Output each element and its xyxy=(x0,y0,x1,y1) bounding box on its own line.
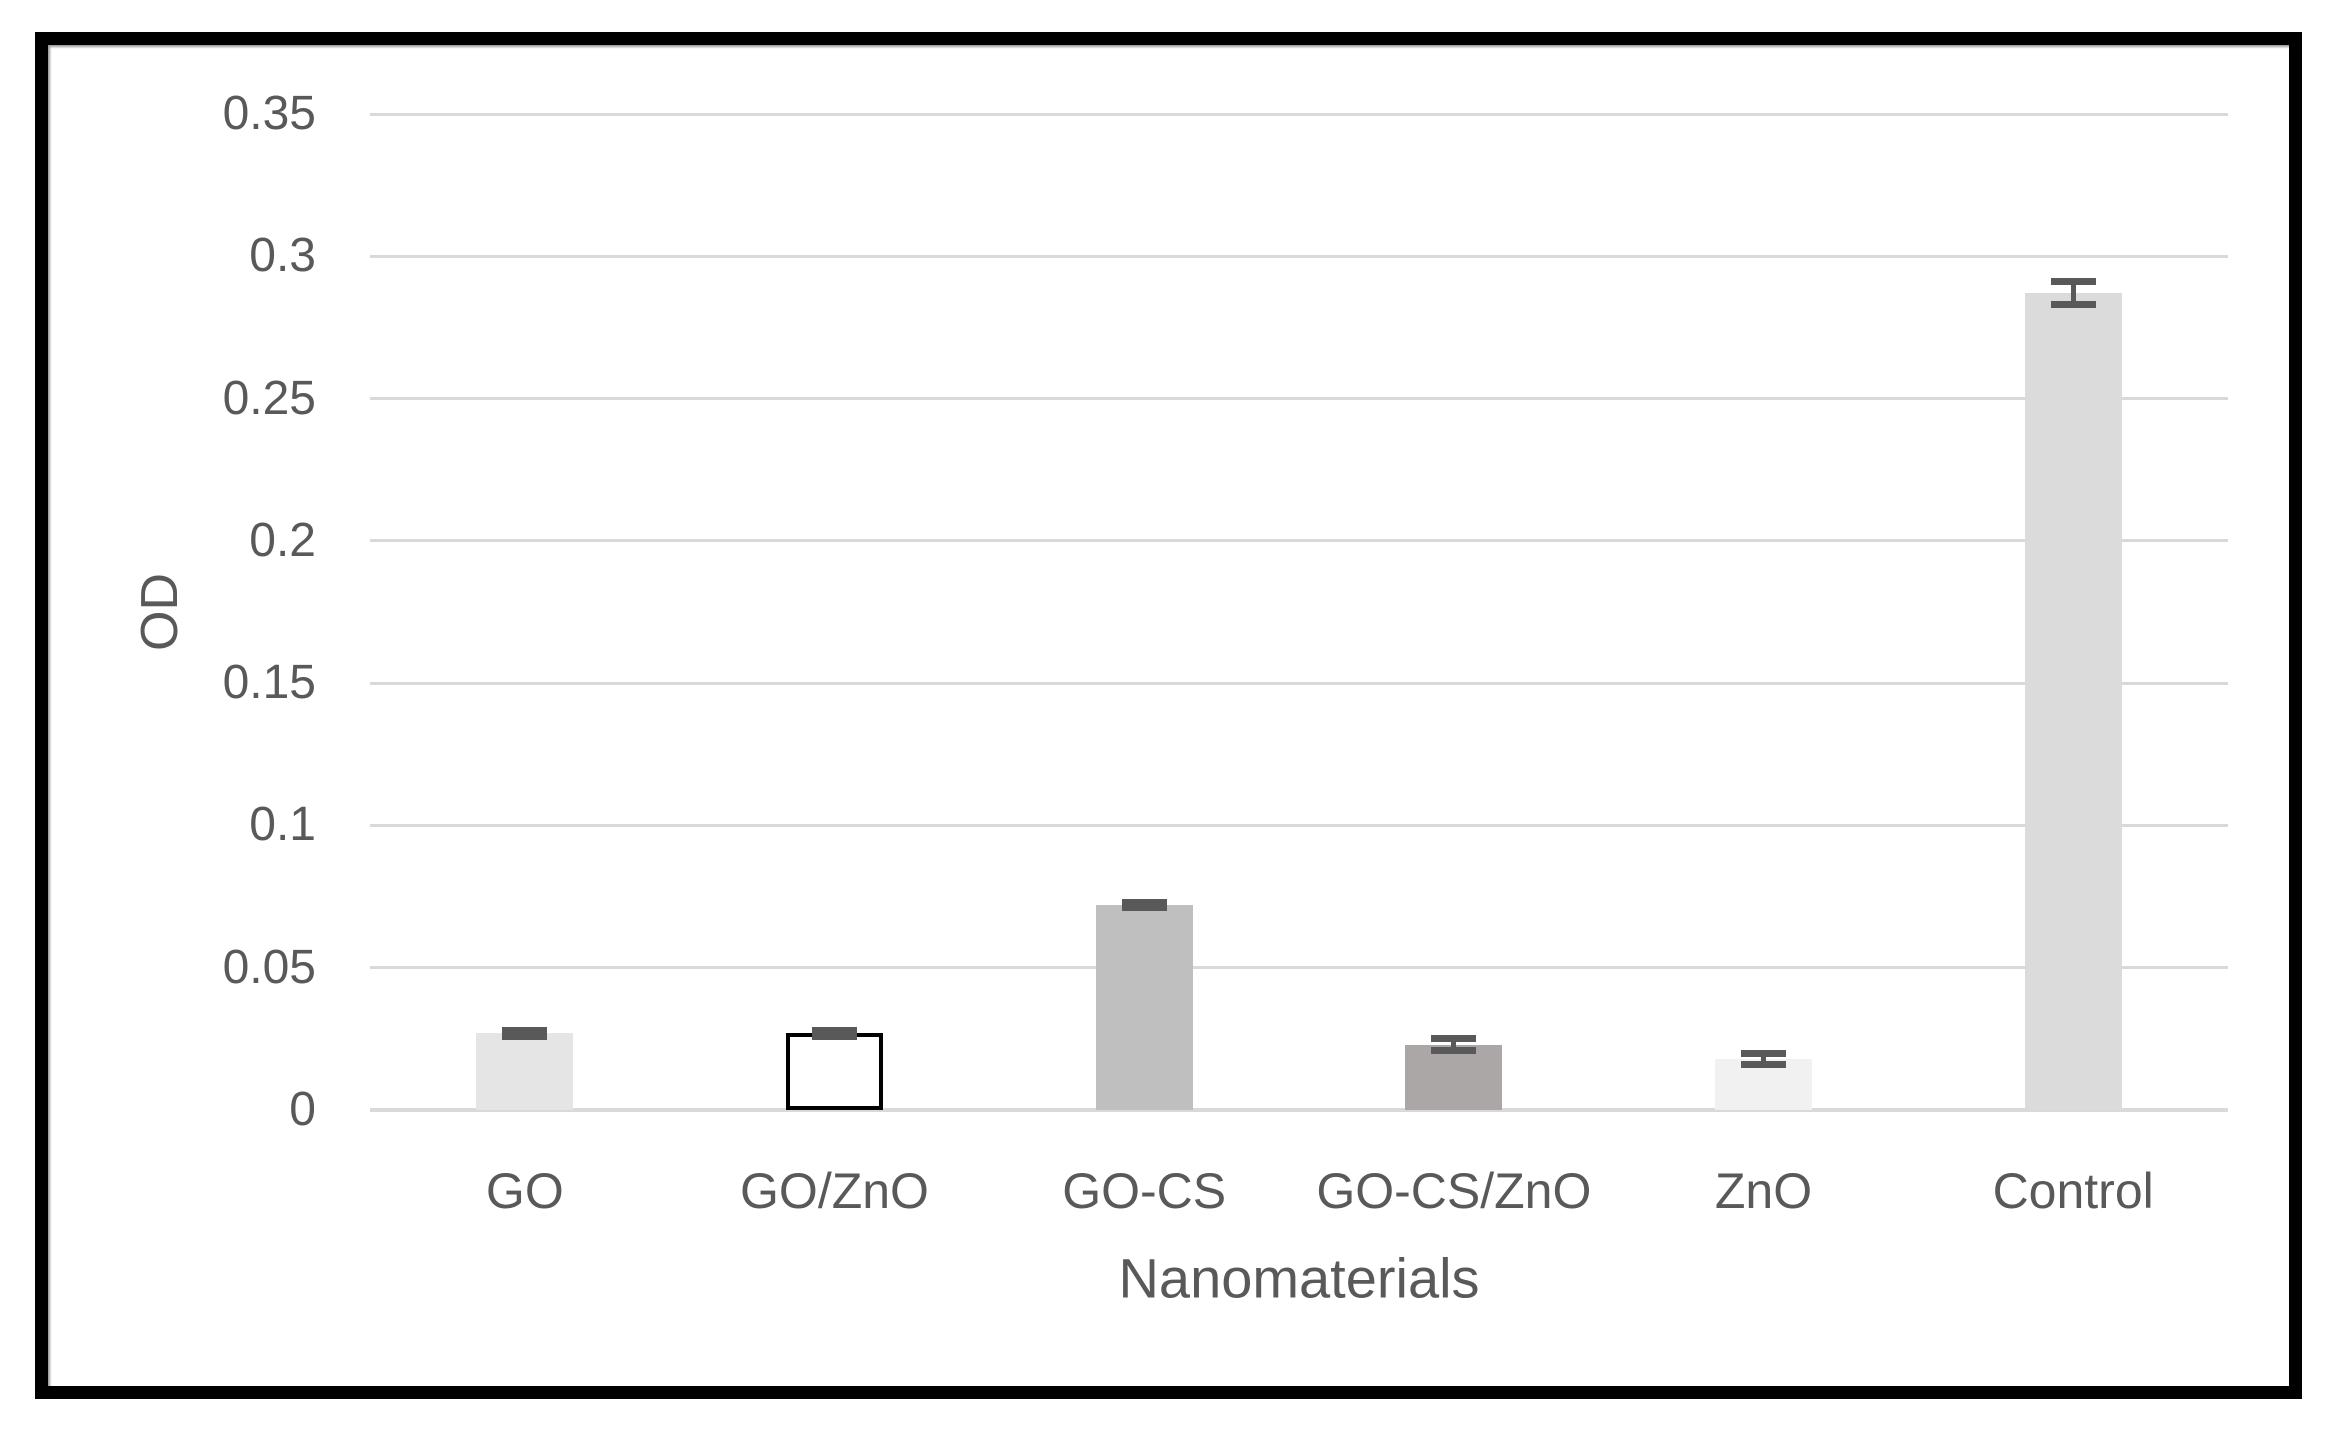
chart-frame xyxy=(35,32,2302,1399)
y-axis-title: OD xyxy=(131,573,189,651)
x-axis-title: Nanomaterials xyxy=(1118,1246,1480,1310)
